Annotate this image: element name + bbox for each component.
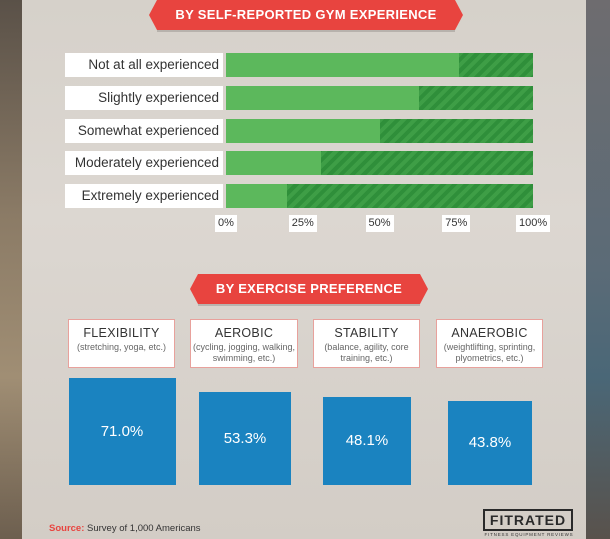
background-left-photo xyxy=(0,0,22,539)
bar-fill xyxy=(226,184,288,208)
x-tick-label: 75% xyxy=(442,215,471,232)
bar-track xyxy=(226,151,533,175)
exercise-category-label: ANAEROBIC (weightlifting, sprinting, plyo… xyxy=(436,319,543,368)
bar-label: Slightly experienced xyxy=(65,86,223,110)
bar-label: Moderately experienced xyxy=(65,151,223,175)
exercise-category-subtitle: (weightlifting, sprinting, plyometrics, … xyxy=(443,342,536,363)
value-label: 43.8% xyxy=(468,434,512,452)
x-tick-label: 25% xyxy=(288,215,317,232)
source-note: Source: Survey of 1,000 Americans xyxy=(49,523,201,534)
value-box: 48.1% xyxy=(322,396,412,485)
bar-track xyxy=(226,184,533,208)
x-tick-label: 50% xyxy=(365,215,394,232)
background-right-photo xyxy=(586,0,610,539)
source-key: Source: xyxy=(49,523,85,534)
value-label: 71.0% xyxy=(100,423,144,440)
exercise-category-subtitle: (stretching, yoga, etc.) xyxy=(76,342,167,352)
bar-fill xyxy=(226,53,460,77)
bar-label: Extremely experienced xyxy=(65,184,223,208)
value-label: 48.1% xyxy=(345,432,389,450)
exercise-category-label: FLEXIBILITY (stretching, yoga, etc.) xyxy=(68,319,175,368)
bar-fill xyxy=(226,86,420,110)
exercise-category-title: FLEXIBILITY xyxy=(83,326,160,340)
x-tick-label: 0% xyxy=(215,215,237,232)
fitrated-logo: FITRATED xyxy=(483,509,573,531)
bar-track xyxy=(226,53,533,77)
bar-track xyxy=(226,86,533,110)
exercise-category-subtitle: (cycling, jogging, walking, swimming, et… xyxy=(192,342,296,363)
value-box: 71.0% xyxy=(68,378,176,485)
exercise-category-subtitle: (balance, agility, core training, etc.) xyxy=(324,342,409,363)
exercise-category-title: STABILITY xyxy=(334,326,399,340)
bar-label: Somewhat experienced xyxy=(65,119,223,143)
bar-track xyxy=(226,119,533,143)
exercise-category-label: STABILITY (balance, agility, core trainin… xyxy=(313,319,420,368)
fitrated-logo-tagline: FITNESS EQUIPMENT REVIEWS xyxy=(484,532,574,537)
value-box: 53.3% xyxy=(198,392,292,485)
section2-title: BY EXERCISE PREFERENCE xyxy=(190,274,428,304)
bar-fill xyxy=(226,151,322,175)
x-tick-label: 100% xyxy=(516,215,551,232)
value-box: 43.8% xyxy=(447,400,532,485)
bar-fill xyxy=(226,119,380,143)
exercise-category-title: ANAEROBIC xyxy=(451,326,528,340)
exercise-category-title: AEROBIC xyxy=(214,326,274,340)
bar-label: Not at all experienced xyxy=(65,53,223,77)
exercise-category-label: AEROBIC (cycling, jogging, walking, swimm… xyxy=(190,319,298,368)
section1-title: BY SELF-REPORTED GYM EXPERIENCE xyxy=(149,0,463,30)
value-label: 53.3% xyxy=(223,430,267,448)
source-text: Survey of 1,000 Americans xyxy=(84,523,201,534)
